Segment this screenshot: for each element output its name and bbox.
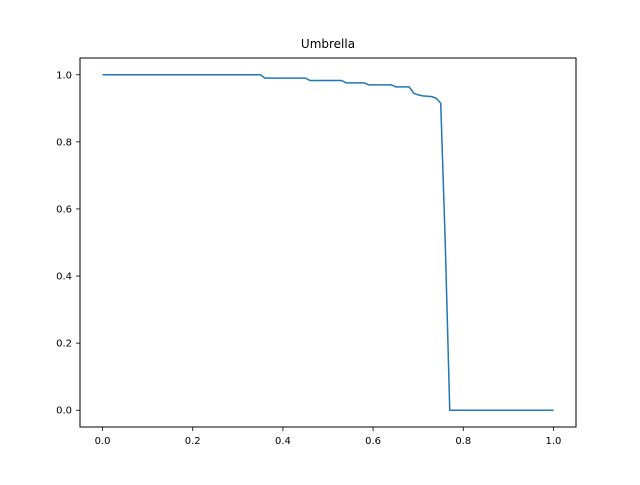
- x-tick-label: 1.0: [546, 436, 562, 447]
- y-tick-label: 1.0: [56, 70, 72, 81]
- x-tick-label: 0.0: [95, 436, 111, 447]
- x-tick-label: 0.2: [185, 436, 201, 447]
- plot-frame: [79, 57, 577, 428]
- y-tick-label: 0.6: [56, 204, 72, 215]
- y-tick-label: 0.0: [56, 406, 72, 417]
- y-tick-label: 0.8: [56, 137, 72, 148]
- x-tick-label: 0.8: [455, 436, 471, 447]
- x-tick-label: 0.4: [275, 436, 291, 447]
- x-tick-label: 0.6: [365, 436, 381, 447]
- series-line-0: [102, 74, 554, 411]
- chart-title: Umbrella: [301, 37, 355, 51]
- y-tick-label: 0.4: [56, 272, 72, 283]
- y-tick-label: 0.2: [56, 339, 72, 350]
